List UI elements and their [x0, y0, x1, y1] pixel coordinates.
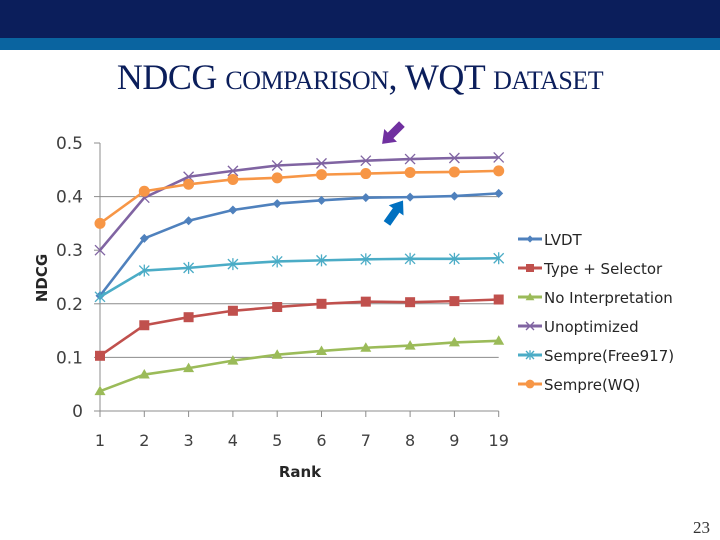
- x-tick-label: 19: [489, 431, 509, 450]
- header-stripe: [0, 38, 720, 50]
- series-lvdt: [95, 188, 504, 301]
- legend-label: Type + Selector: [543, 260, 663, 278]
- legend-item: No Interpretation: [518, 289, 673, 307]
- y-tick-label: 0.3: [56, 241, 83, 261]
- legend-label: Sempre(WQ): [544, 376, 640, 394]
- x-tick-label: 1: [95, 431, 105, 450]
- purple-arrow-icon: [382, 121, 405, 144]
- x-tick-label: 3: [184, 431, 194, 450]
- title-part: DATASET: [493, 66, 604, 95]
- slide-title: NDCG COMPARISON, WQT DATASET: [0, 56, 720, 98]
- legend-label: Unoptimized: [544, 318, 639, 336]
- x-tick-label: 5: [272, 431, 282, 450]
- y-tick-label: 0: [72, 402, 83, 422]
- legend-item: Sempre(WQ): [518, 376, 640, 394]
- x-tick-label: 7: [361, 431, 371, 450]
- title-part: , WQT: [388, 57, 494, 97]
- legend-label: LVDT: [544, 231, 583, 249]
- series-sempre-wq-: [94, 165, 505, 229]
- legend-label: Sempre(Free917): [544, 347, 674, 365]
- title-part: COMPARISON: [225, 66, 389, 95]
- y-tick-label: 0.2: [56, 295, 83, 315]
- y-tick-label: 0.4: [56, 188, 83, 208]
- legend-item: LVDT: [518, 231, 583, 249]
- x-axis-label: Rank: [279, 463, 322, 481]
- y-tick-label: 0.1: [56, 348, 83, 368]
- legend-item: Type + Selector: [518, 260, 663, 278]
- x-tick-label: 9: [449, 431, 459, 450]
- y-axis-label: NDCG: [33, 254, 51, 302]
- y-tick-label: 0.5: [56, 134, 83, 154]
- header-band: [0, 0, 720, 38]
- series-unoptimized: [94, 152, 505, 256]
- series-no-interpretation: [94, 335, 505, 396]
- series-sempre-free917-: [94, 252, 505, 303]
- title-part: NDCG: [116, 57, 226, 97]
- series-type-selector: [95, 294, 504, 361]
- x-tick-label: 4: [228, 431, 238, 450]
- legend-item: Unoptimized: [518, 318, 639, 336]
- blue-arrow-icon: [383, 200, 404, 226]
- page-number: 23: [693, 518, 710, 537]
- x-tick-label: 2: [139, 431, 149, 450]
- x-tick-label: 6: [316, 431, 326, 450]
- legend-label: No Interpretation: [544, 289, 673, 307]
- legend-item: Sempre(Free917): [518, 347, 674, 365]
- x-tick-label: 8: [405, 431, 415, 450]
